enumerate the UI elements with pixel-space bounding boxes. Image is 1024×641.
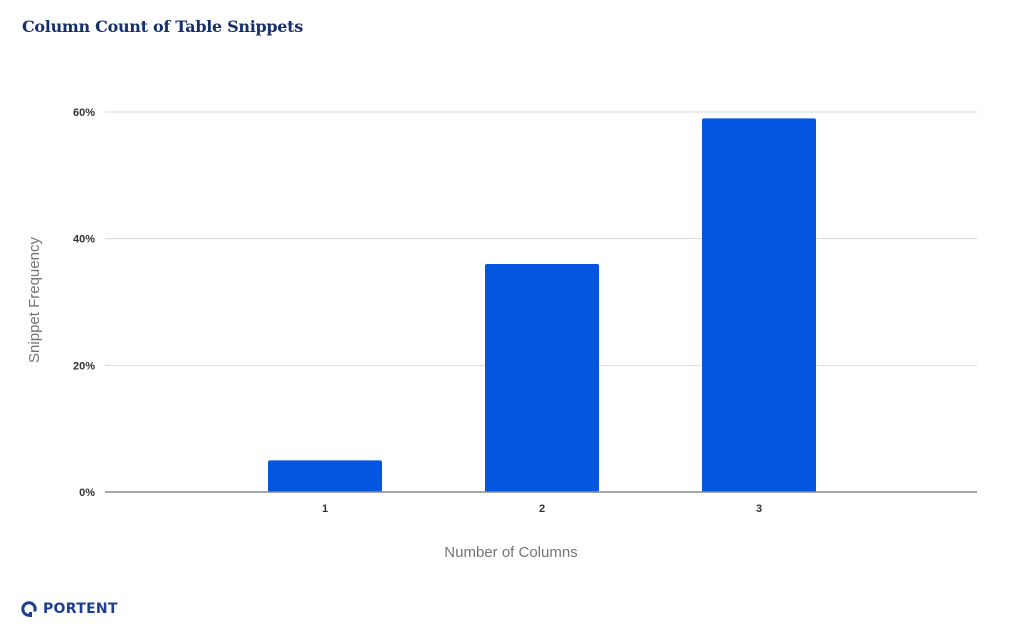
brand-logo: PORTENT: [20, 600, 118, 618]
bars: [268, 118, 816, 492]
x-tick-label: 1: [322, 503, 328, 515]
x-axis-label: Number of Columns: [444, 544, 577, 561]
y-axis-ticks: 0% 20% 40% 60%: [73, 107, 95, 499]
brand-name: PORTENT: [43, 601, 118, 617]
bar-2: [485, 264, 599, 492]
portent-logo-icon: [21, 601, 37, 617]
y-tick-label: 20%: [73, 360, 95, 372]
chart-title: Column Count of Table Snippets: [22, 17, 303, 36]
x-tick-label: 2: [539, 503, 545, 515]
y-axis-label: Snippet Frequency: [26, 237, 43, 363]
bar-1: [268, 460, 382, 492]
x-axis-ticks: 1 2 3: [322, 503, 762, 515]
bar-3: [702, 118, 816, 492]
y-tick-label: 60%: [73, 107, 95, 119]
y-tick-label: 0%: [79, 487, 95, 499]
x-tick-label: 3: [756, 503, 762, 515]
y-tick-label: 40%: [73, 234, 95, 246]
